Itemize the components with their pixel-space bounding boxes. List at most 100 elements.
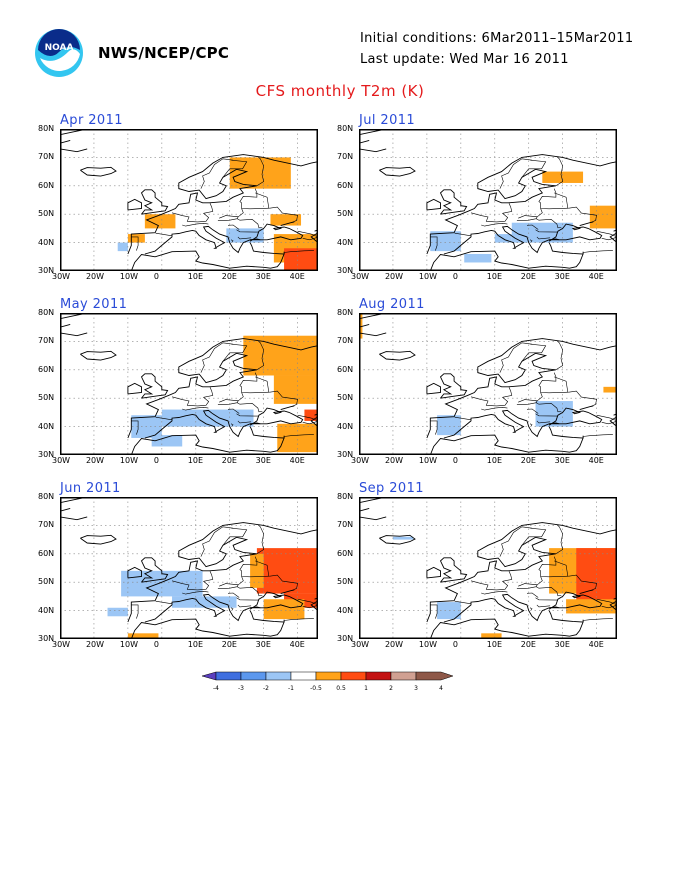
lon-tick-label: 20W [85,456,105,465]
anomaly-region [127,633,159,639]
lon-tick-label: 10E [187,272,204,281]
lon-tick-label: 30E [255,456,271,465]
map-frame [60,497,318,639]
coastline [127,338,318,439]
country-border [454,232,472,237]
country-border [297,230,318,238]
anomaly-region [127,234,145,243]
figure-title: CFS monthly T2m (K) [255,82,425,100]
country-border [470,202,513,223]
country-border [297,414,318,422]
anomaly-region [437,415,461,436]
anomaly-region [273,375,318,404]
lon-tick-label: 40E [289,456,305,465]
colorbar-swatch [290,671,317,681]
country-border [499,526,533,557]
coastline [429,426,584,455]
lon-tick-label: 30E [554,640,570,649]
lat-tick-label: 40N [337,421,354,431]
coastline [426,566,441,579]
lon-tick-label: 10W [119,640,138,649]
country-border [535,229,558,233]
country-border [596,598,617,606]
initial-conditions: Initial conditions: 6Mar2011–15Mar2011 [360,31,634,46]
coastline [359,139,370,144]
country-border [521,343,547,362]
anomaly-region [542,171,584,183]
coastline [379,350,416,361]
lon-tick-label: 10E [486,456,503,465]
country-border [200,526,234,557]
country-border [516,215,538,221]
lat-tick-label: 60N [337,364,354,374]
coastline [379,166,416,177]
anomaly-region [117,242,128,252]
country-border [231,239,234,243]
country-border [430,420,438,435]
map-frame [60,313,318,455]
lon-tick-label: 10E [486,640,503,649]
country-border [516,583,538,589]
coastline [310,232,318,243]
lat-tick-label: 30N [38,266,55,275]
country-border [231,423,234,427]
anomaly-region [270,214,302,226]
lon-tick-label: 0 [153,272,159,281]
coastline [439,189,468,215]
country-border [182,406,209,411]
country-border [555,157,564,187]
lat-tick-label: 60N [38,180,55,190]
coastline [439,557,468,583]
country-border [231,607,234,611]
map-frame [359,313,617,455]
lon-tick-label: 20W [384,456,404,465]
svg-text:NOAA: NOAA [45,43,74,53]
country-border [269,206,298,223]
country-border [217,215,239,221]
coastline [140,189,169,215]
lat-tick-label: 60N [38,548,55,558]
country-border [155,600,173,605]
coastline [80,534,117,545]
last-update: Last update: Wed Mar 16 2011 [360,52,569,67]
anomaly-region [437,602,461,620]
colorbar-swatch [340,671,367,681]
country-border [601,604,617,609]
coastline [426,382,441,395]
coastline [443,223,603,255]
coastline [250,422,261,425]
lat-tick-label: 70N [38,520,55,530]
coastline [130,426,285,455]
coastline [130,242,285,271]
lon-tick-label: 0 [452,272,458,281]
colorbar-label: -2 [263,685,269,692]
lat-tick-label: 70N [38,336,55,346]
country-border [255,376,270,393]
lon-tick-label: 30W [52,456,71,465]
lon-tick-label: 20W [384,272,404,281]
country-border [237,420,252,424]
country-border [284,250,314,253]
lon-tick-label: 30E [554,456,570,465]
country-border [155,232,173,237]
coastline [426,198,441,211]
coastline [429,242,584,271]
colorbar-swatch [215,671,242,681]
country-border [302,604,318,609]
lat-tick-label: 80N [38,308,55,317]
country-border [583,618,613,621]
map-panel [359,313,617,455]
country-border [227,224,240,230]
anomaly-region [256,548,318,594]
lon-tick-label: 30W [351,640,370,649]
lon-tick-label: 20W [85,272,105,281]
coastline [144,591,304,623]
colorbar-swatch [315,671,342,681]
coastline [359,332,387,337]
country-border [536,236,551,240]
coastline [60,516,88,521]
country-border [521,159,547,178]
coastline [60,139,71,144]
coastline [549,422,560,425]
country-border [182,222,209,227]
